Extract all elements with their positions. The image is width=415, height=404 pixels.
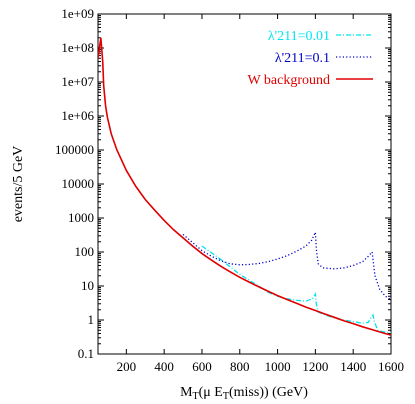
plot-frame: [97, 13, 392, 355]
legend-label-0: λ'211=0.01: [268, 29, 330, 44]
y-tick-label: 0.1: [78, 346, 94, 361]
legend: λ'211=0.01 λ'211=0.1 W background: [247, 29, 373, 88]
y-axis-ticks: 0.1 1 10 100 1000 10000 100000 1e+06 1e+07 1e+08 1…: [55, 6, 391, 361]
y-tick-label: 1e+09: [61, 6, 94, 21]
series-line-2: [98, 37, 391, 336]
x-tick-label: 1000: [265, 359, 291, 374]
legend-label-2: W background: [247, 73, 330, 88]
y-tick-label: 1000: [68, 210, 94, 225]
y-tick-label: 1e+08: [61, 40, 94, 55]
y-axis-label: events/5 GeV: [11, 146, 26, 223]
x-tick-label: 1200: [302, 359, 328, 374]
y-tick-label: 1e+07: [61, 74, 94, 89]
x-tick-label: 800: [230, 359, 250, 374]
x-axis-label: MT(μ ET(miss)) (GeV): [180, 385, 308, 402]
x-tick-label: 200: [117, 359, 137, 374]
x-axis-ticks: 200 400 600 800 1000 1200 1400 1600: [117, 14, 404, 374]
legend-label-1: λ'211=0.1: [275, 51, 330, 66]
y-tick-label: 10000: [62, 176, 95, 191]
series-line-0: [201, 245, 391, 334]
x-tick-label: 1400: [340, 359, 366, 374]
x-tick-label: 1600: [378, 359, 404, 374]
y-tick-label: 10: [81, 278, 94, 293]
y-tick-label: 100000: [55, 142, 94, 157]
x-tick-label: 600: [192, 359, 212, 374]
series-line-1: [182, 232, 391, 301]
y-tick-label: 1: [88, 312, 95, 327]
y-tick-label: 1e+06: [61, 108, 94, 123]
series-layer: [98, 37, 391, 336]
y-tick-label: 100: [75, 244, 95, 259]
x-tick-label: 400: [154, 359, 174, 374]
